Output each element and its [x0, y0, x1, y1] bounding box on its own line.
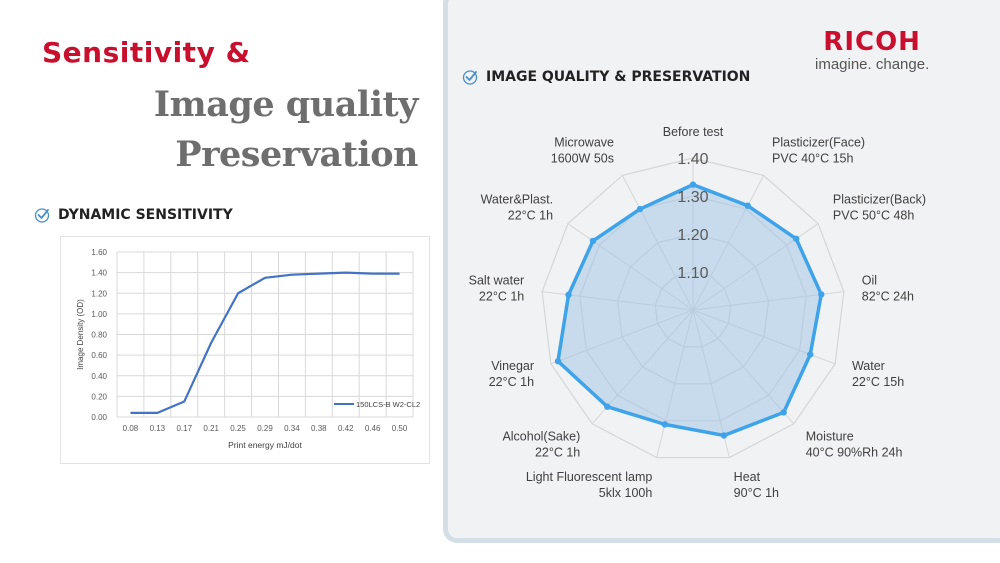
radar-category-line: PVC 40°C 15h — [772, 152, 853, 166]
y-tick-label: 0.00 — [91, 413, 107, 422]
radar-category-line: Water&Plast. — [481, 193, 553, 207]
radar-point — [661, 421, 669, 428]
radar-category-line: Before test — [663, 125, 724, 139]
x-tick-label: 0.34 — [284, 424, 300, 433]
x-tick-label: 0.13 — [150, 424, 166, 433]
radar-tick-label: 1.40 — [677, 151, 708, 168]
radar-category-line: 5klx 100h — [599, 486, 653, 500]
radar-point — [720, 432, 728, 439]
radar-category-line: 22°C 1h — [479, 289, 524, 303]
radar-category-label: Moisture 40°C 90%Rh 24h — [806, 430, 903, 460]
radar-category-line: 40°C 90%Rh 24h — [806, 446, 903, 460]
y-tick-label: 1.20 — [91, 289, 107, 298]
y-tick-label: 0.40 — [91, 372, 107, 381]
radar-category-line: Vinegar — [491, 359, 534, 373]
section-image-quality: IMAGE QUALITY & PRESERVATION — [462, 69, 750, 85]
radar-tick-label: 1.20 — [677, 227, 708, 244]
title-sensitivity: Sensitivity & — [42, 36, 251, 69]
sensitivity-chart-card: 0.00 0.20 0.40 0.60 0.80 1.00 1.20 1.40 1.60 0.08… — [60, 236, 430, 464]
radar-tick-label: 1.10 — [677, 265, 708, 282]
radar-category-line: Salt water — [469, 273, 525, 287]
x-axis-label: Print energy mJ/dot — [228, 440, 302, 450]
radar-category-line: Light Fluorescent lamp — [526, 470, 653, 484]
radar-category-line: 82°C 24h — [862, 289, 914, 303]
y-tick-label: 0.60 — [91, 351, 107, 360]
radar-category-label: Vinegar 22°C 1h — [489, 359, 534, 389]
section-quality-label: IMAGE QUALITY & PRESERVATION — [486, 69, 751, 85]
radar-grid-ring — [541, 157, 845, 459]
y-tick-label: 1.00 — [91, 310, 107, 319]
y-tick-label: 1.60 — [91, 248, 107, 257]
radar-category-line: 90°C 1h — [734, 486, 779, 500]
y-tick-label: 0.20 — [91, 392, 107, 401]
preservation-radar-chart: 1.10 1.20 1.30 1.40 Before test Plasticizer(F… — [469, 125, 926, 500]
radar-category-label: Oil 82°C 24h — [862, 273, 914, 303]
logo-brand: RICOH — [823, 27, 921, 57]
legend-entry: 150LCS-B W2-CL2 — [356, 400, 420, 409]
radar-point — [689, 181, 697, 188]
x-tick-label: 0.42 — [338, 424, 354, 433]
radar-tick-label: 1.30 — [677, 189, 708, 206]
check-circle-icon — [462, 70, 478, 85]
sensitivity-line-chart: 0.00 0.20 0.40 0.60 0.80 1.00 1.20 1.40 1.60 0.08… — [76, 248, 420, 450]
section-dynamic-sensitivity: DYNAMIC SENSITIVITY — [34, 207, 233, 223]
y-axis-label: Image Density (OD) — [76, 299, 85, 370]
x-tick-label: 0.17 — [176, 424, 192, 433]
x-tick-label: 0.25 — [230, 424, 246, 433]
radar-category-line: 22°C 15h — [852, 375, 904, 389]
radar-point — [807, 351, 814, 358]
series-line — [130, 271, 400, 414]
x-tick-label: 0.38 — [311, 424, 327, 433]
radar-point — [636, 205, 644, 213]
radar-category-line: Water — [852, 359, 885, 373]
x-tick-label: 0.21 — [203, 424, 219, 433]
logo-tagline: imagine. change. — [815, 56, 930, 73]
radar-category-label: Before test — [663, 125, 724, 139]
title-preservation: Preservation — [175, 134, 418, 175]
radar-category-line: Microwave — [554, 136, 614, 150]
radar-category-line: Moisture — [806, 430, 854, 444]
radar-category-label: Heat 90°C 1h — [734, 470, 779, 500]
radar-category-label: Plasticizer(Face) PVC 40°C 15h — [772, 136, 865, 166]
check-circle-icon — [34, 208, 50, 223]
radar-point — [604, 403, 611, 410]
radar-point — [554, 358, 562, 365]
x-tick-label: 0.50 — [392, 424, 408, 433]
radar-category-label: Salt water 22°C 1h — [469, 273, 525, 303]
section-dynamic-label: DYNAMIC SENSITIVITY — [58, 207, 233, 223]
radar-point — [744, 202, 751, 209]
radar-category-line: 22°C 1h — [508, 209, 553, 223]
ricoh-logo: RICOH imagine. change. — [815, 28, 929, 73]
radar-point — [780, 409, 787, 416]
radar-point — [793, 235, 800, 242]
radar-category-label: Microwave 1600W 50s — [551, 136, 614, 166]
radar-category-line: Plasticizer(Face) — [772, 136, 865, 150]
radar-point — [818, 291, 825, 298]
y-tick-label: 0.80 — [91, 331, 107, 340]
radar-category-label: Plasticizer(Back) PVC 50°C 48h — [833, 193, 926, 223]
y-tick-label: 1.40 — [91, 269, 107, 278]
radar-point — [589, 237, 597, 245]
radar-category-label: Water&Plast. 22°C 1h — [481, 193, 554, 223]
x-tick-label: 0.46 — [365, 424, 381, 433]
radar-category-line: Alcohol(Sake) — [502, 430, 580, 444]
x-tick-label: 0.29 — [257, 424, 273, 433]
radar-category-label: Alcohol(Sake) 22°C 1h — [502, 430, 580, 460]
title-image-quality: Image quality — [153, 84, 419, 125]
radar-category-line: Oil — [862, 273, 877, 287]
radar-category-line: Heat — [734, 470, 761, 484]
radar-point — [565, 291, 572, 299]
radar-category-label: Water 22°C 15h — [852, 359, 904, 389]
radar-series-area — [556, 182, 824, 438]
x-tick-label: 0.08 — [123, 424, 139, 433]
radar-category-line: Plasticizer(Back) — [833, 193, 926, 207]
radar-category-label: Light Fluorescent lamp 5klx 100h — [526, 470, 653, 500]
radar-category-line: 22°C 1h — [489, 375, 534, 389]
radar-category-line: 1600W 50s — [551, 152, 614, 166]
radar-category-line: 22°C 1h — [535, 446, 580, 460]
radar-category-line: PVC 50°C 48h — [833, 209, 914, 223]
